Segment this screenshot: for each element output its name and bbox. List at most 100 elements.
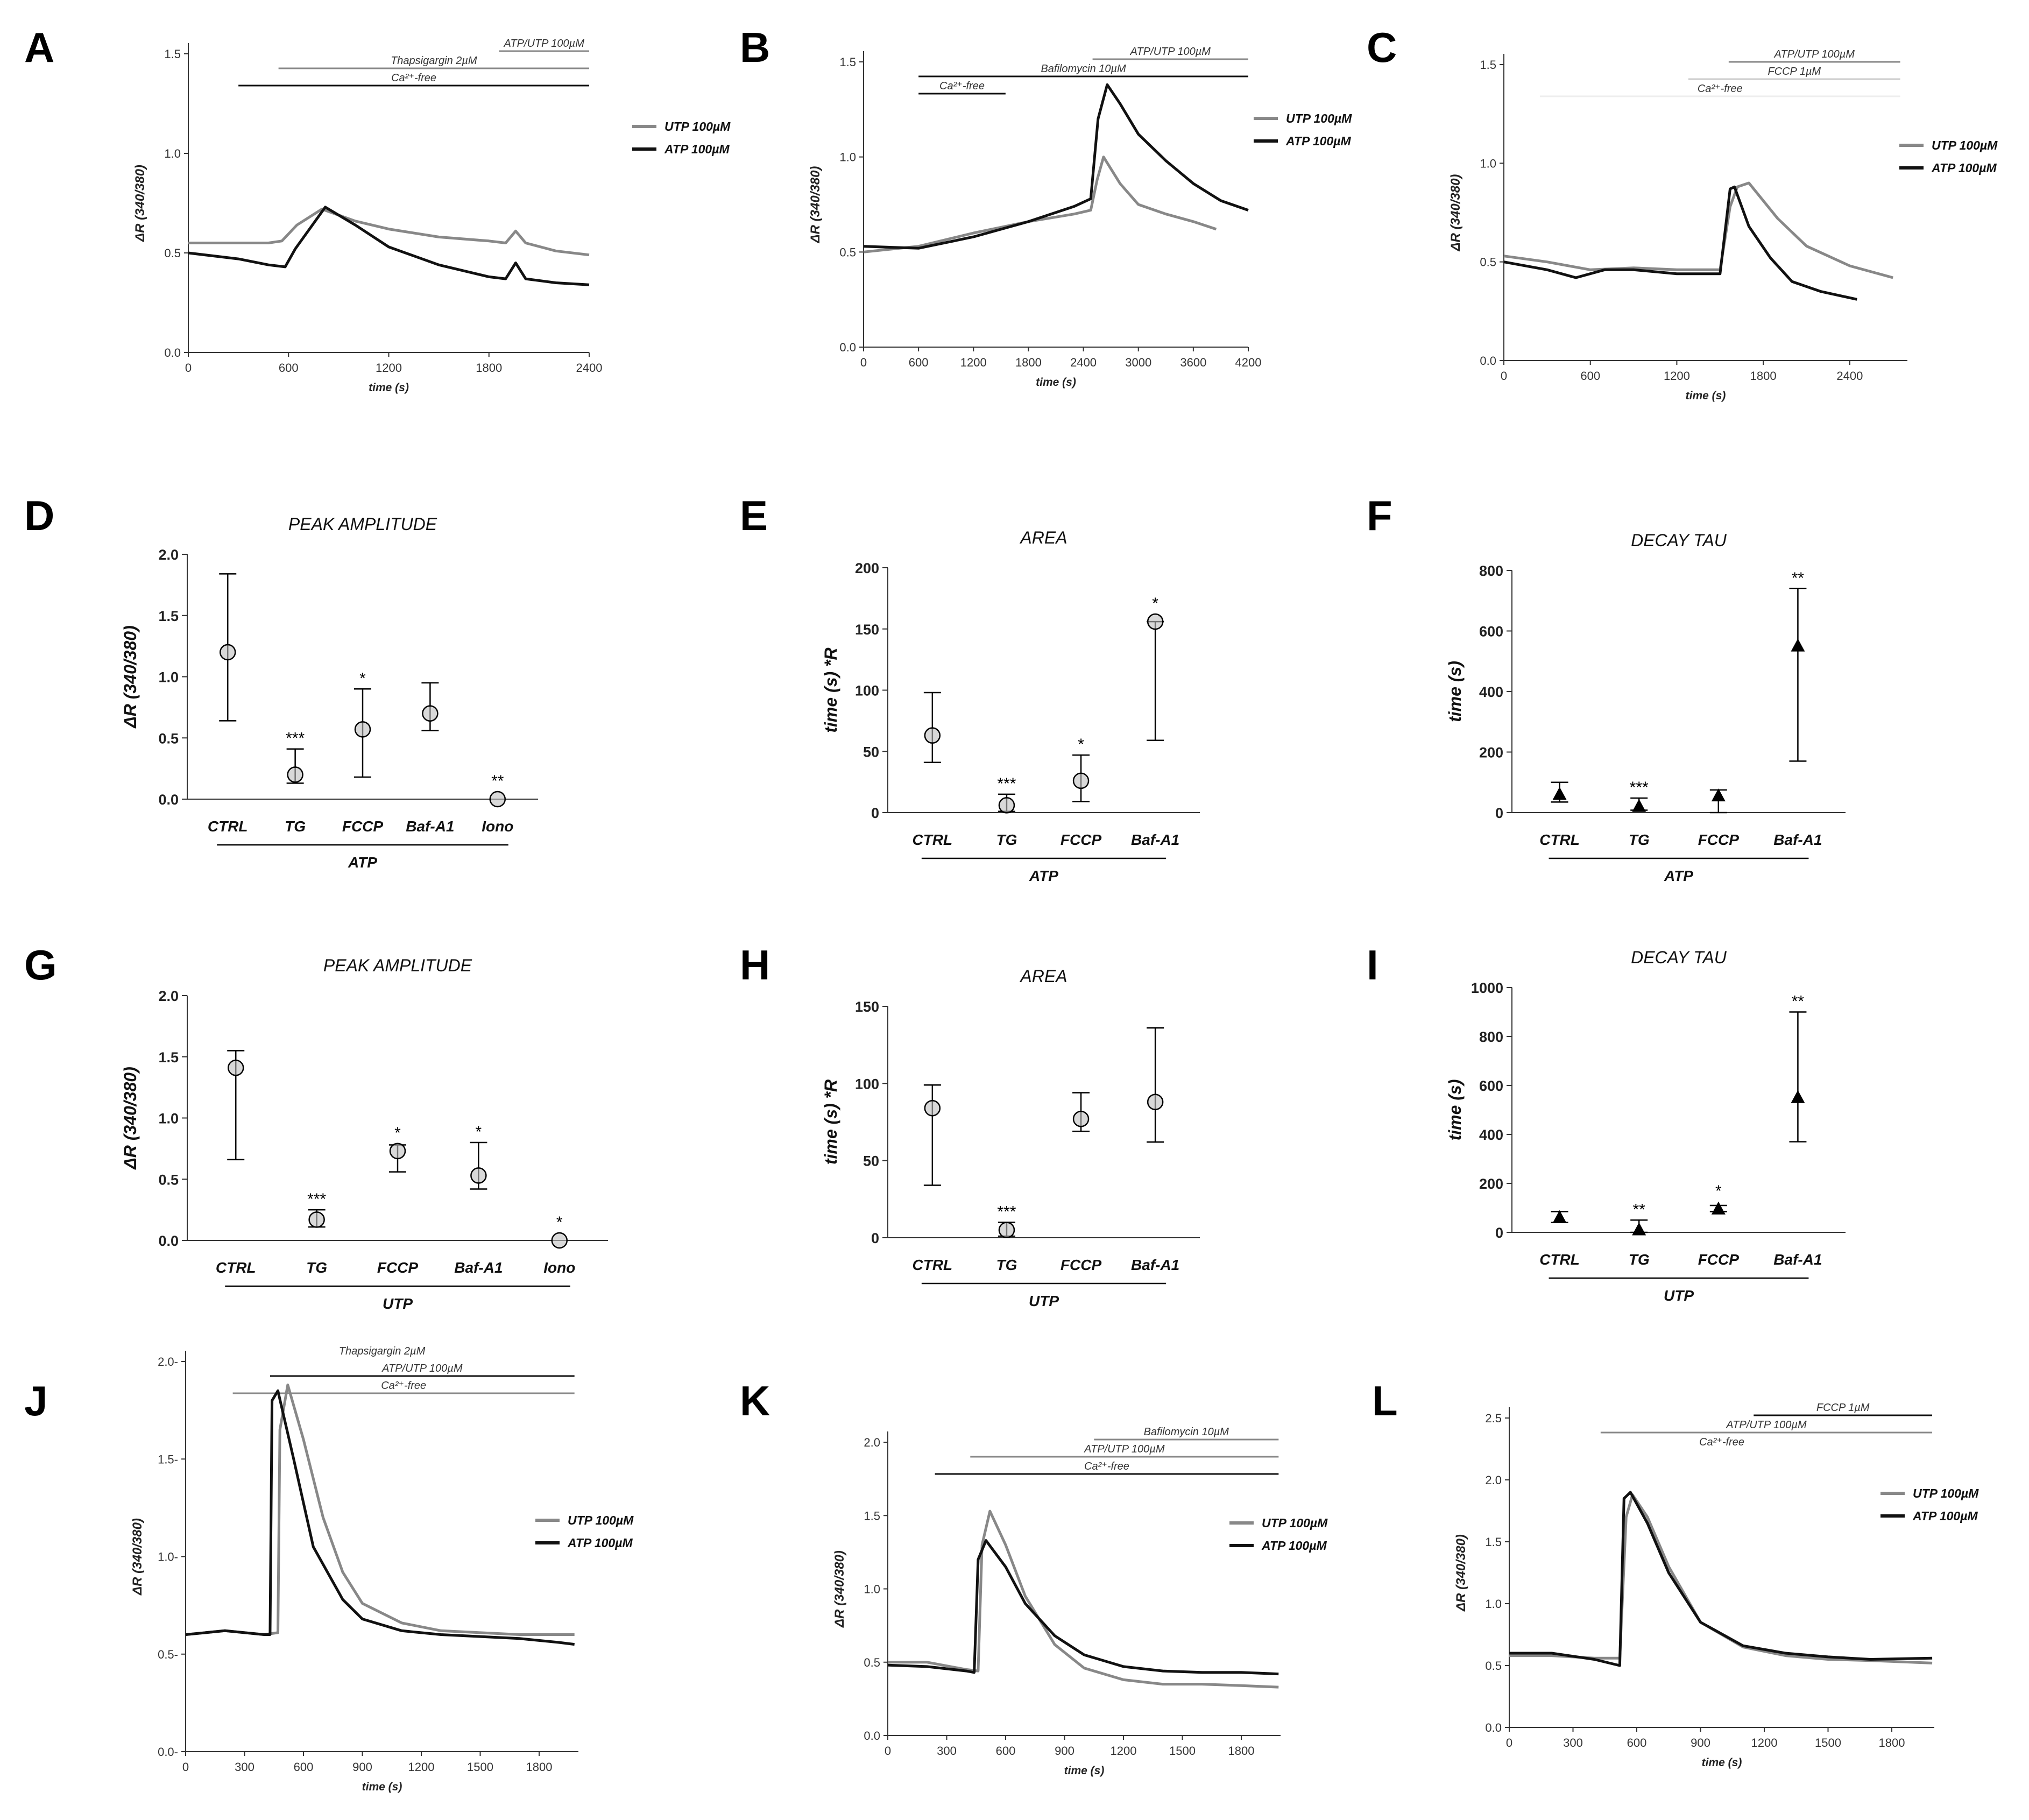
x-tick-label: 0 [860, 356, 867, 369]
y-tick-label: 1.5 [1480, 58, 1496, 72]
legend-entry: UTP 100µM [1932, 138, 1998, 152]
significance-marker: * [476, 1123, 482, 1141]
y-tick-label: 1.5 [1485, 1535, 1502, 1549]
y-tick-label: 600 [1479, 1078, 1503, 1094]
y-tick-label: 0.0 [158, 792, 179, 808]
y-tick-label: 200 [855, 560, 879, 576]
treatment-label: Bafilomycin 10µM [1144, 1426, 1229, 1438]
legend-entry: UTP 100µM [1913, 1486, 1979, 1500]
x-tick-label: 1800 [1228, 1744, 1255, 1758]
y-tick-label: 150 [855, 622, 879, 638]
y-axis-label: time (s) *R [821, 1080, 840, 1165]
panel-letter-H: H [740, 941, 770, 989]
y-tick-label: 2.0 [864, 1436, 880, 1449]
y-tick-label: 2.5 [1485, 1412, 1502, 1425]
group-label: ATP [348, 854, 377, 871]
treatment-label: Ca²⁺-free [939, 80, 985, 92]
y-tick-label: 0.5 [1485, 1659, 1502, 1673]
data-point [1552, 787, 1567, 800]
x-axis-label: time (s) [1064, 1765, 1105, 1777]
y-tick-label: 0.0 [839, 341, 856, 354]
treatment-label: Ca²⁺-free [1084, 1461, 1129, 1472]
panel-F: 0 200 400 600 800 time (s) DECAY TAU CTRL TG *** F… [1445, 531, 1846, 884]
y-tick-label: 1.0- [158, 1550, 178, 1564]
group-label: UTP [1664, 1287, 1694, 1304]
category-label: FCCP [342, 818, 384, 835]
significance-marker: ** [1792, 569, 1805, 587]
y-tick-label: 0.5 [864, 1656, 880, 1669]
y-tick-label: 1.0 [839, 151, 856, 164]
x-tick-label: 600 [279, 361, 299, 375]
x-tick-label: 4200 [1235, 356, 1262, 369]
category-label: Baf-A1 [1131, 831, 1179, 848]
category-label: CTRL [1539, 1251, 1580, 1268]
significance-marker: * [394, 1124, 401, 1142]
x-tick-label: 1200 [1751, 1736, 1778, 1750]
category-label: Baf-A1 [406, 818, 454, 835]
y-tick-label: 2.0 [158, 988, 179, 1004]
x-axis-label: time (s) [362, 1781, 402, 1793]
data-point [1791, 1090, 1805, 1103]
panel-letter-D: D [24, 492, 54, 539]
significance-marker: ** [1633, 1201, 1646, 1218]
category-label: CTRL [913, 1257, 953, 1273]
x-tick-label: 300 [937, 1744, 957, 1758]
data-point [470, 1167, 487, 1184]
x-tick-label: 1200 [1664, 369, 1690, 383]
y-tick-label: 200 [1479, 745, 1503, 761]
data-point [1147, 1094, 1164, 1110]
panel-letter-G: G [24, 941, 57, 989]
category-label: TG [1629, 1251, 1650, 1268]
panel-title: PEAK AMPLITUDE [323, 956, 472, 975]
y-tick-label: 50 [863, 1153, 879, 1169]
category-label: TG [306, 1259, 327, 1276]
legend-entry: ATP 100µM [664, 142, 730, 156]
x-tick-label: 600 [909, 356, 929, 369]
y-tick-label: 0 [1495, 1225, 1503, 1241]
category-label: Baf-A1 [1131, 1257, 1179, 1273]
y-tick-label: 0.5 [164, 246, 181, 260]
data-point [1072, 1111, 1090, 1127]
panel-letter-B: B [740, 24, 770, 71]
y-tick-label: 2.0- [158, 1355, 178, 1368]
y-tick-label: 0.0- [158, 1745, 178, 1759]
data-point [998, 1222, 1015, 1238]
panel-G: 0.0 0.5 1.0 1.5 2.0 ΔR (340/380) PEAK AMPLITUD… [121, 956, 608, 1312]
y-axis-label: time (s) *R [821, 647, 840, 732]
panel-title: AREA [1019, 528, 1067, 547]
x-tick-label: 0 [885, 1744, 891, 1758]
legend-entry: UTP 100µM [664, 119, 731, 133]
significance-marker: *** [997, 775, 1016, 793]
panel-letter-I: I [1367, 941, 1378, 989]
panel-letter-A: A [24, 24, 54, 71]
series-line-utp [188, 208, 590, 257]
x-tick-label: 1500 [467, 1760, 493, 1774]
category-label: FCCP [1061, 831, 1102, 848]
y-tick-label: 2.0 [1485, 1473, 1502, 1487]
data-point [924, 1099, 941, 1117]
data-point [287, 766, 303, 783]
panel-I: 0 200 400 600 800 1000 time (s) DECAY TAU CTRL TG… [1445, 948, 1846, 1304]
data-point [1147, 613, 1164, 630]
y-tick-label: 800 [1479, 563, 1503, 579]
x-tick-label: 3000 [1125, 356, 1151, 369]
y-tick-label: 1.5- [158, 1452, 178, 1466]
y-axis-label: time (s) [1445, 661, 1465, 722]
series-line-atp [188, 206, 590, 286]
category-label: CTRL [1539, 831, 1580, 848]
series-line-atp [1503, 185, 1857, 301]
x-tick-label: 300 [1563, 1736, 1583, 1750]
category-label: FCCP [1698, 831, 1740, 848]
panel-A: 0.0 0.5 1.0 1.5 0 600 1200 1800 2400 time (s) ΔR (… [133, 38, 731, 394]
y-tick-label: 0.5 [839, 245, 856, 259]
legend-entry: UTP 100µM [568, 1513, 634, 1527]
significance-marker: * [1078, 736, 1084, 753]
panel-L: 0.0 0.5 1.0 1.5 2.0 2.5 0 300 600 900 1200 1500 1800… [1454, 1402, 1979, 1769]
data-point [1632, 799, 1646, 812]
category-label: FCCP [1698, 1251, 1740, 1268]
x-tick-label: 0 [182, 1760, 189, 1774]
x-tick-label: 600 [996, 1744, 1016, 1758]
category-label: FCCP [1061, 1257, 1102, 1273]
data-point [551, 1232, 568, 1249]
treatment-label: ATP/UTP 100µM [504, 38, 585, 50]
